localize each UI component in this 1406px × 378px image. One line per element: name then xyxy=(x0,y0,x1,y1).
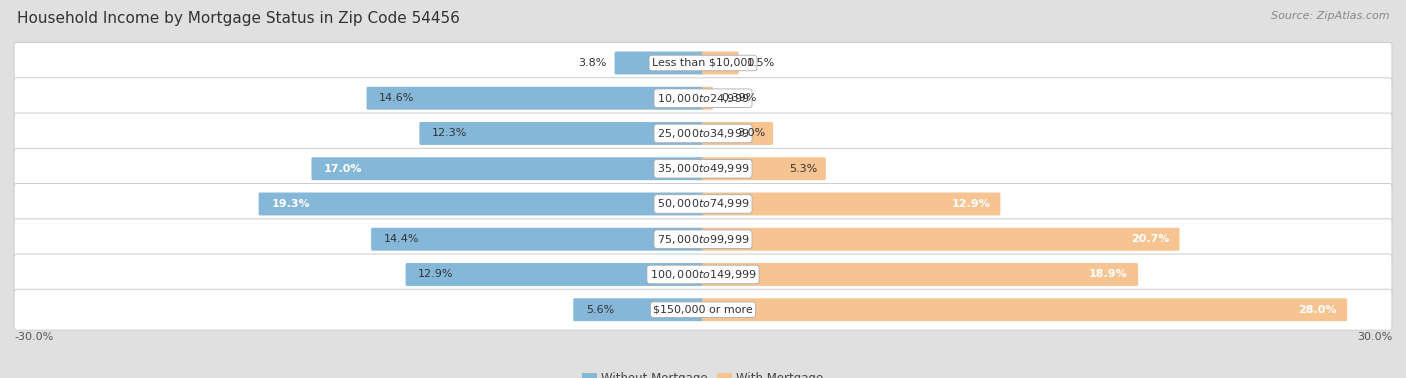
Text: 5.3%: 5.3% xyxy=(790,164,818,174)
FancyBboxPatch shape xyxy=(14,219,1392,260)
Text: 0.39%: 0.39% xyxy=(721,93,756,103)
FancyBboxPatch shape xyxy=(702,87,713,110)
Legend: Without Mortgage, With Mortgage: Without Mortgage, With Mortgage xyxy=(578,367,828,378)
Text: Source: ZipAtlas.com: Source: ZipAtlas.com xyxy=(1271,11,1389,21)
FancyBboxPatch shape xyxy=(702,51,738,74)
FancyBboxPatch shape xyxy=(14,254,1392,295)
Text: $25,000 to $34,999: $25,000 to $34,999 xyxy=(657,127,749,140)
FancyBboxPatch shape xyxy=(702,263,1139,286)
Text: 19.3%: 19.3% xyxy=(271,199,309,209)
FancyBboxPatch shape xyxy=(702,157,825,180)
FancyBboxPatch shape xyxy=(574,298,704,321)
Text: -30.0%: -30.0% xyxy=(14,332,53,342)
Text: 28.0%: 28.0% xyxy=(1298,305,1337,315)
Text: $150,000 or more: $150,000 or more xyxy=(654,305,752,315)
Text: $75,000 to $99,999: $75,000 to $99,999 xyxy=(657,233,749,246)
FancyBboxPatch shape xyxy=(259,192,704,215)
FancyBboxPatch shape xyxy=(14,148,1392,189)
Text: 18.9%: 18.9% xyxy=(1090,270,1128,279)
FancyBboxPatch shape xyxy=(371,228,704,251)
FancyBboxPatch shape xyxy=(14,113,1392,154)
FancyBboxPatch shape xyxy=(702,122,773,145)
Text: 30.0%: 30.0% xyxy=(1357,332,1392,342)
Text: 20.7%: 20.7% xyxy=(1130,234,1170,244)
FancyBboxPatch shape xyxy=(14,184,1392,225)
Text: 14.6%: 14.6% xyxy=(380,93,415,103)
Text: 1.5%: 1.5% xyxy=(747,58,775,68)
Text: Household Income by Mortgage Status in Zip Code 54456: Household Income by Mortgage Status in Z… xyxy=(17,11,460,26)
Text: 14.4%: 14.4% xyxy=(384,234,419,244)
Text: 12.9%: 12.9% xyxy=(952,199,990,209)
Text: 3.0%: 3.0% xyxy=(737,129,765,138)
Text: $50,000 to $74,999: $50,000 to $74,999 xyxy=(657,197,749,211)
Text: Less than $10,000: Less than $10,000 xyxy=(652,58,754,68)
Text: 12.9%: 12.9% xyxy=(418,270,454,279)
Text: 12.3%: 12.3% xyxy=(432,129,467,138)
Text: 3.8%: 3.8% xyxy=(578,58,606,68)
Text: $35,000 to $49,999: $35,000 to $49,999 xyxy=(657,162,749,175)
FancyBboxPatch shape xyxy=(702,192,1001,215)
FancyBboxPatch shape xyxy=(312,157,704,180)
FancyBboxPatch shape xyxy=(702,228,1180,251)
FancyBboxPatch shape xyxy=(405,263,704,286)
Text: $10,000 to $24,999: $10,000 to $24,999 xyxy=(657,92,749,105)
FancyBboxPatch shape xyxy=(419,122,704,145)
FancyBboxPatch shape xyxy=(702,298,1347,321)
FancyBboxPatch shape xyxy=(14,78,1392,119)
Text: 5.6%: 5.6% xyxy=(586,305,614,315)
FancyBboxPatch shape xyxy=(367,87,704,110)
FancyBboxPatch shape xyxy=(14,43,1392,84)
FancyBboxPatch shape xyxy=(14,289,1392,330)
Text: 17.0%: 17.0% xyxy=(323,164,363,174)
FancyBboxPatch shape xyxy=(614,51,704,74)
Text: $100,000 to $149,999: $100,000 to $149,999 xyxy=(650,268,756,281)
